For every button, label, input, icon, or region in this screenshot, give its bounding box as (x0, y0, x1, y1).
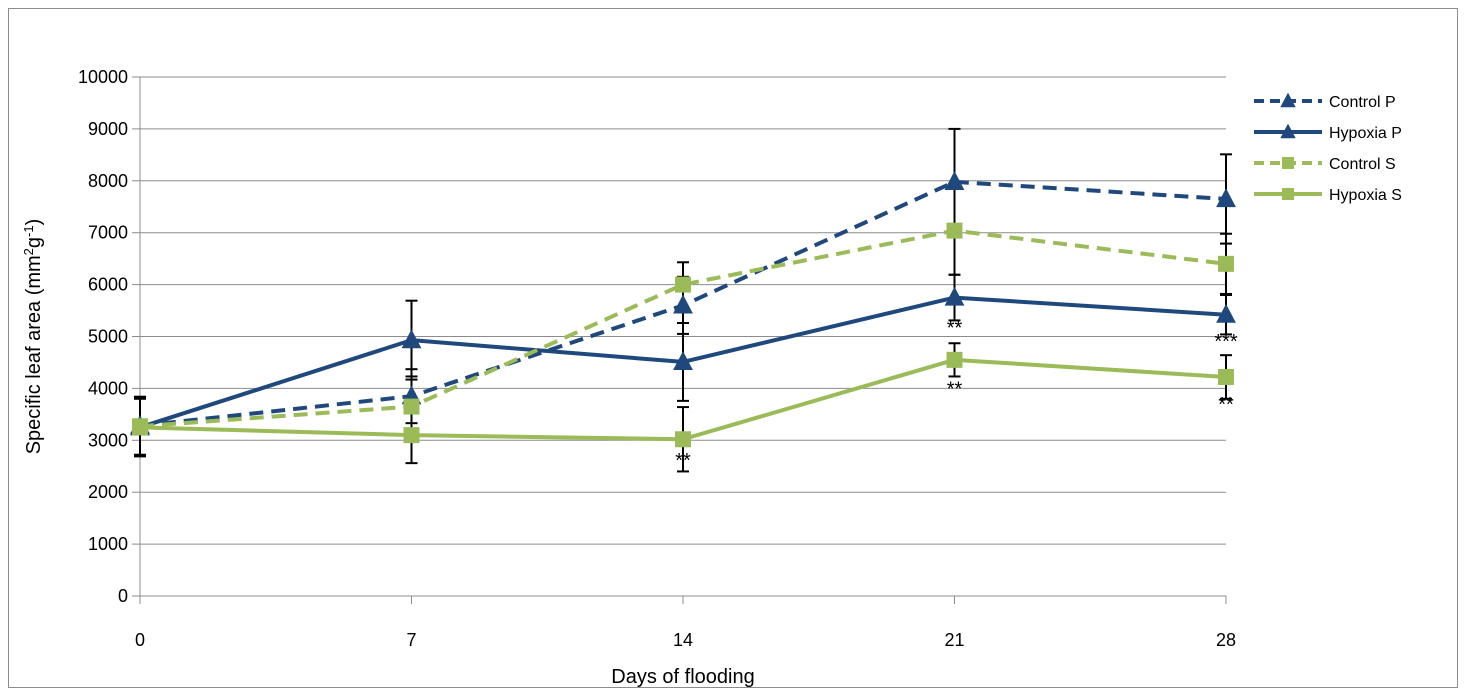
square-marker (946, 351, 963, 368)
series-line (139, 228, 1227, 429)
y-tick-labels: 0 1000 2000 3000 4000 5000 6000 7000 8000 9000 100… (78, 67, 128, 606)
y-axis-title-sup2: -1 (21, 225, 36, 237)
square-marker (675, 431, 691, 448)
y-axis-title-main: Specific leaf area (mm (23, 255, 45, 454)
legend-label: Control P (1329, 94, 1396, 111)
triangle-marker (1216, 188, 1236, 208)
y-axis-title-mid: g (23, 237, 45, 248)
y-axis-title-sup1: 2 (21, 248, 36, 255)
x-tick-label: 28 (1216, 630, 1236, 650)
significance-mark: ** (1218, 394, 1234, 416)
triangle-marker (673, 351, 693, 371)
square-marker (1218, 255, 1234, 272)
y-tick-label: 10000 (78, 67, 128, 87)
y-tick-label: 5000 (88, 327, 128, 347)
y-tick-label: 1000 (88, 534, 128, 554)
y-tick-label: 0 (118, 586, 128, 606)
y-tick-label: 7000 (88, 223, 128, 243)
y-tick-label: 9000 (88, 119, 128, 139)
y-tick-label: 6000 (88, 275, 128, 295)
significance-mark: ** (947, 318, 963, 340)
triangle-marker (1216, 303, 1236, 323)
square-marker (403, 398, 420, 415)
x-tick-label: 21 (944, 630, 964, 650)
legend-label: Control S (1329, 156, 1396, 173)
significance-mark: ** (675, 450, 691, 472)
x-axis-title: Days of flooding (611, 666, 754, 688)
square-marker (1282, 188, 1294, 200)
square-marker (675, 276, 691, 293)
x-tick-label: 14 (673, 630, 693, 650)
chart-frame (8, 8, 1458, 688)
x-tick-labels: 0 7 14 21 28 (135, 630, 1236, 650)
x-tick-label: 0 (135, 630, 145, 650)
y-axis-title: Specific leaf area (mm2g-1) (21, 219, 46, 455)
square-marker (1282, 157, 1294, 169)
y-tick-label: 8000 (88, 171, 128, 191)
square-marker (403, 427, 420, 444)
legend-label: Hypoxia P (1329, 125, 1402, 142)
y-tick-label: 3000 (88, 430, 128, 450)
y-axis-title-end: ) (23, 219, 45, 226)
series-markers (130, 171, 1236, 448)
square-marker (132, 419, 148, 436)
triangle-marker (673, 294, 693, 314)
legend: Control P Hypoxia P Control S Hypoxia S (1254, 92, 1402, 204)
triangle-marker (1280, 92, 1296, 108)
y-tick-label: 2000 (88, 482, 128, 502)
y-tick-label: 4000 (88, 378, 128, 398)
legend-label: Hypoxia S (1329, 187, 1402, 204)
axes (132, 76, 1227, 604)
triangle-marker (401, 329, 422, 349)
x-tick-label: 7 (406, 630, 416, 650)
significance-mark: ** (947, 378, 963, 400)
triangle-marker (1280, 123, 1296, 139)
significance-annotations: *********** (675, 318, 1238, 472)
triangle-marker (944, 286, 965, 306)
significance-mark: *** (1214, 331, 1238, 353)
square-marker (946, 222, 963, 239)
triangle-marker (944, 171, 965, 190)
square-marker (1218, 368, 1234, 385)
